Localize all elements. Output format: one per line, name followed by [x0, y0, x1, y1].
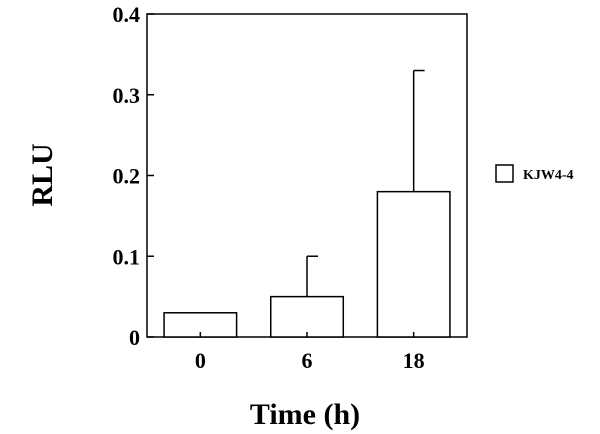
- y-tick-label: 0.3: [113, 83, 141, 108]
- y-tick-label: 0.2: [113, 164, 141, 189]
- bar: [269, 295, 345, 338]
- bar: [376, 190, 451, 338]
- x-axis-title: Time (h): [250, 398, 360, 431]
- legend: KJW4-4: [495, 164, 574, 183]
- y-tick-label: 0: [129, 325, 140, 350]
- legend-label: KJW4-4: [523, 168, 574, 183]
- y-axis: 0 0.1 0.2 0.3 0.4: [113, 2, 154, 350]
- y-tick-label: 0.4: [113, 2, 141, 27]
- x-axis: 0 6 18: [195, 332, 425, 373]
- legend-swatch: [495, 164, 514, 183]
- y-tick-label: 0.1: [113, 244, 141, 269]
- x-tick-label: 18: [403, 348, 425, 373]
- y-axis-title: RLU: [26, 143, 59, 206]
- error-bars-layer: [306, 69, 425, 297]
- x-tick-label: 0: [195, 348, 206, 373]
- x-tick-label: 6: [302, 348, 313, 373]
